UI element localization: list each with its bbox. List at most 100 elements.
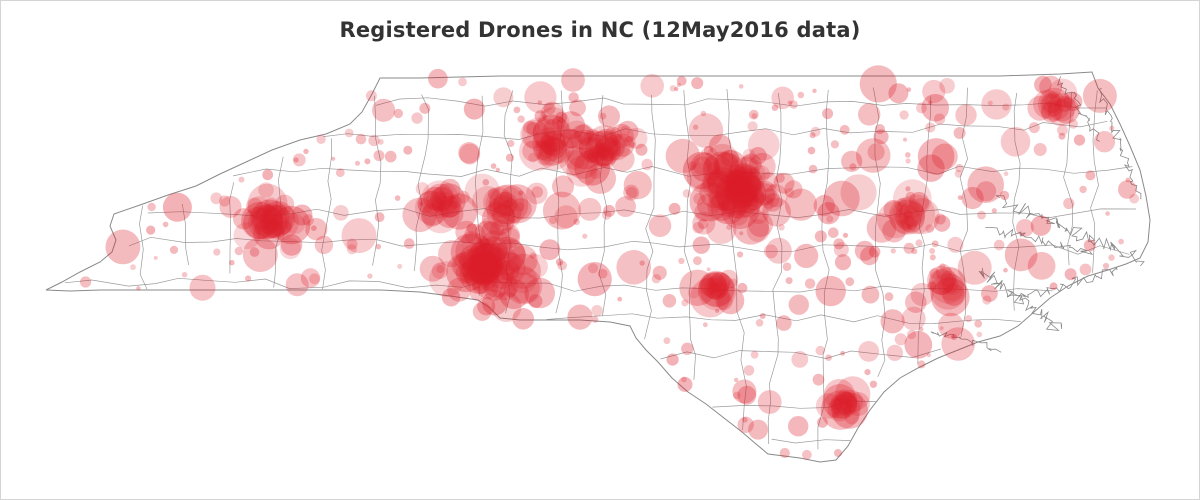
drone-bubble <box>813 194 835 217</box>
drone-cluster-bubble <box>455 262 478 284</box>
drone-bubble <box>598 105 620 128</box>
drone-cluster-bubble <box>470 254 501 286</box>
drone-bubble <box>917 154 945 182</box>
drone-cluster-bubble <box>532 114 571 153</box>
drone-bubble <box>954 170 963 178</box>
drone-bubble <box>899 110 909 120</box>
drone-bubble <box>569 99 586 117</box>
drone-bubble <box>1027 252 1056 280</box>
drone-cluster-bubble <box>698 277 717 296</box>
drone-cluster-bubble <box>895 204 921 231</box>
drone-bubble <box>693 256 702 266</box>
drone-bubble <box>573 218 580 226</box>
drone-bubble <box>934 113 946 125</box>
drone-cluster-bubble <box>532 118 562 148</box>
drone-bubble <box>678 257 685 265</box>
drone-cluster-bubble <box>725 169 750 194</box>
drone-bubble <box>905 158 911 164</box>
drone-bubble <box>1125 177 1131 183</box>
drone-bubble <box>743 365 755 376</box>
drone-cluster-bubble <box>739 155 759 175</box>
drone-bubble <box>1118 238 1124 245</box>
drone-cluster-bubble <box>604 134 631 161</box>
drone-cluster-bubble <box>468 259 493 285</box>
drone-cluster-bubble <box>252 203 288 238</box>
drone-cluster-bubble <box>562 120 592 150</box>
drone-bubble <box>587 152 594 159</box>
drone-cluster-bubble <box>740 174 756 190</box>
drone-cluster-bubble <box>707 167 740 200</box>
drone-cluster-bubble <box>501 200 511 210</box>
drone-cluster-bubble <box>733 177 753 198</box>
drone-bubble <box>809 132 816 139</box>
drone-bubble <box>1129 193 1140 204</box>
drone-cluster-bubble <box>737 178 753 193</box>
drone-bubble <box>749 147 767 165</box>
drone-cluster-bubble <box>464 173 500 209</box>
drone-cluster-bubble <box>901 216 918 233</box>
drone-cluster-bubble <box>607 140 624 157</box>
drone-cluster-bubble <box>566 147 599 180</box>
drone-cluster-bubble <box>467 266 481 280</box>
county-boundary <box>273 156 284 288</box>
drone-bubble <box>916 102 927 114</box>
drone-cluster-bubble <box>717 201 727 211</box>
drone-bubble <box>976 331 983 338</box>
drone-cluster-bubble <box>414 190 450 226</box>
drone-cluster-bubble <box>256 226 270 239</box>
drone-cluster-bubble <box>687 286 700 299</box>
drone-bubble <box>146 225 156 235</box>
drone-bubble <box>617 296 623 302</box>
drone-bubble <box>669 85 677 92</box>
drone-cluster-bubble <box>419 255 446 282</box>
drone-cluster-bubble <box>726 178 754 206</box>
drone-cluster-bubble <box>831 392 868 429</box>
drone-cluster-bubble <box>773 172 795 194</box>
drone-bubble <box>737 251 744 258</box>
drone-bubble <box>1003 267 1008 273</box>
drone-bubble <box>603 204 616 217</box>
drone-cluster-bubble <box>728 205 749 226</box>
drone-bubble <box>967 166 1004 203</box>
county-boundary <box>372 95 382 266</box>
drone-bubble <box>919 327 924 332</box>
drone-cluster-bubble <box>682 189 691 198</box>
drone-cluster-bubble <box>908 191 930 213</box>
drone-bubble <box>303 148 309 155</box>
drone-bubble <box>662 294 677 308</box>
drone-cluster-bubble <box>441 193 478 230</box>
drone-bubble <box>942 283 965 306</box>
drone-cluster-bubble <box>451 254 474 278</box>
drone-cluster-bubble <box>942 276 959 293</box>
drone-cluster-bubble <box>441 288 461 307</box>
drone-bubble <box>597 268 608 279</box>
drone-bubble <box>1058 132 1066 140</box>
drone-cluster-bubble <box>742 148 756 162</box>
drone-bubble <box>417 191 443 216</box>
drone-bubble <box>458 77 467 87</box>
drone-cluster-bubble <box>877 201 914 239</box>
drone-cluster-bubble <box>758 171 778 192</box>
drone-bubble <box>623 184 640 201</box>
county-boundary <box>414 94 429 271</box>
drone-cluster-bubble <box>829 391 858 419</box>
drone-cluster-bubble <box>469 253 499 283</box>
drone-cluster-bubble <box>540 133 551 144</box>
drone-cluster-bubble <box>737 185 759 206</box>
drone-bubble <box>665 138 700 174</box>
county-boundary <box>712 400 876 409</box>
drone-bubble <box>335 168 345 178</box>
drone-cluster-bubble <box>689 181 730 222</box>
drone-cluster-bubble <box>556 111 586 140</box>
drone-bubble <box>419 102 431 114</box>
drone-bubble <box>776 315 792 331</box>
drone-cluster-bubble <box>686 162 717 193</box>
drone-bubble <box>874 124 886 135</box>
drone-bubble <box>625 186 638 199</box>
drone-cluster-bubble <box>471 248 495 272</box>
drone-cluster-bubble <box>832 398 848 413</box>
drone-cluster-bubble <box>466 250 502 286</box>
drone-bubble <box>676 76 687 86</box>
drone-bubble <box>840 350 845 356</box>
drone-cluster-bubble <box>595 131 626 162</box>
